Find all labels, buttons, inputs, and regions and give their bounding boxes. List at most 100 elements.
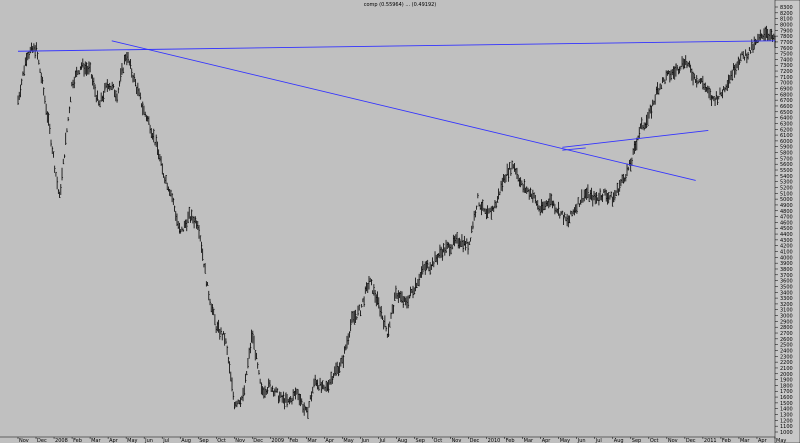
- chart-title: comp (0.55964) ... (0.49192): [364, 2, 437, 8]
- y-tick-label: 5200: [780, 185, 793, 191]
- x-tick-label: Apr: [325, 438, 335, 443]
- y-tick-label: 2500: [780, 343, 793, 349]
- y-tick-label: 5600: [780, 162, 793, 168]
- trendline: [17, 40, 776, 52]
- x-tick-label: Apr: [758, 438, 768, 443]
- y-tick-label: 1100: [780, 424, 793, 430]
- y-tick-label: 8100: [780, 17, 793, 23]
- x-tick-label: Nov: [452, 438, 462, 443]
- y-tick-label: 1000: [780, 430, 793, 436]
- y-tick-label: 2200: [780, 360, 793, 366]
- trendline: [111, 40, 696, 181]
- x-tick-label: Jun: [144, 438, 153, 443]
- y-tick-label: 3700: [780, 273, 793, 279]
- x-tick-label: Sep: [632, 438, 641, 443]
- y-tick-label: 7900: [780, 28, 793, 34]
- y-tick-label: 1200: [780, 418, 793, 424]
- y-tick-label: 4100: [780, 250, 793, 256]
- y-tick-label: 7200: [780, 69, 793, 75]
- y-tick-label: 3800: [780, 267, 793, 273]
- y-tick-label: 4600: [780, 220, 793, 226]
- y-tick-label: 3000: [780, 314, 793, 320]
- x-tick-label: Mar: [307, 438, 317, 443]
- y-tick-label: 1400: [780, 407, 793, 413]
- y-tick-label: 2900: [780, 319, 793, 325]
- y-tick-label: 6300: [780, 121, 793, 127]
- x-tick-label: Jul: [162, 438, 169, 443]
- y-tick-label: 3900: [780, 261, 793, 267]
- x-tick-label: Oct: [650, 438, 659, 443]
- x-tick-label: Nov: [235, 438, 245, 443]
- x-tick-label: Dec: [686, 438, 696, 443]
- x-tick-label: Jul: [595, 438, 602, 443]
- x-tick-label: May: [343, 438, 353, 443]
- x-tick-label: Dec: [470, 438, 480, 443]
- y-tick-label: 7400: [780, 57, 793, 63]
- x-tick-label: May: [776, 438, 786, 443]
- y-tick-label: 7700: [780, 40, 793, 46]
- y-tick-label: 6600: [780, 104, 793, 110]
- y-tick-label: 6000: [780, 139, 793, 145]
- y-tick-label: 2000: [780, 372, 793, 378]
- x-tick-label: Nov: [668, 438, 678, 443]
- y-tick-label: 4300: [780, 238, 793, 244]
- y-tick-label: 6100: [780, 133, 793, 139]
- x-tick-label: Feb: [289, 438, 298, 443]
- x-tick-label: Jul: [378, 438, 385, 443]
- y-tick-label: 7300: [780, 63, 793, 69]
- trendline: [562, 147, 586, 151]
- y-tick-label: 5300: [780, 180, 793, 186]
- y-tick-label: 8300: [780, 5, 793, 11]
- trendlines: [17, 40, 776, 181]
- x-tick-label: Dec: [253, 438, 263, 443]
- y-tick-label: 1300: [780, 413, 793, 419]
- y-tick-label: 7800: [780, 34, 793, 40]
- y-tick-label: 3100: [780, 308, 793, 314]
- x-tick-label: 2011: [704, 438, 717, 443]
- y-tick-label: 2700: [780, 331, 793, 337]
- y-tick-label: 5000: [780, 197, 793, 203]
- y-tick-label: 4000: [780, 255, 793, 261]
- x-tick-label: May: [560, 438, 570, 443]
- y-tick-label: 6500: [780, 110, 793, 116]
- x-tick-label: Aug: [181, 438, 191, 443]
- time-axis: Nov Dec 2008 Feb Mar Apr May Jun Jul Aug Sep Oct Nov…: [0, 436, 786, 443]
- y-tick-label: 6700: [780, 98, 793, 104]
- y-tick-label: 2600: [780, 337, 793, 343]
- y-tick-label: 3400: [780, 290, 793, 296]
- price-axis: 1000110012001300140015001600170018001900…: [775, 5, 793, 436]
- y-tick-label: 5100: [780, 191, 793, 197]
- y-tick-label: 5700: [780, 156, 793, 162]
- y-tick-label: 5800: [780, 151, 793, 157]
- y-tick-label: 2300: [780, 354, 793, 360]
- y-tick-label: 3500: [780, 284, 793, 290]
- y-tick-label: 7100: [780, 75, 793, 81]
- y-tick-label: 5500: [780, 168, 793, 174]
- x-tick-label: Oct: [217, 438, 226, 443]
- y-tick-label: 1800: [780, 383, 793, 389]
- x-tick-label: Feb: [722, 438, 731, 443]
- x-tick-label: Mar: [91, 438, 101, 443]
- x-tick-label: Dec: [37, 438, 47, 443]
- price-bars: [17, 25, 776, 419]
- trendline: [562, 129, 709, 148]
- x-tick-label: 2008: [55, 438, 68, 443]
- y-tick-label: 5900: [780, 145, 793, 151]
- x-tick-label: Mar: [740, 438, 750, 443]
- y-tick-label: 1700: [780, 389, 793, 395]
- y-tick-label: 8200: [780, 11, 793, 17]
- y-tick-label: 4700: [780, 215, 793, 221]
- y-tick-label: 7000: [780, 81, 793, 87]
- x-tick-label: Jun: [577, 438, 586, 443]
- y-tick-label: 2100: [780, 366, 793, 372]
- x-tick-label: 2010: [488, 438, 501, 443]
- price-axis-panel: [774, 0, 800, 443]
- y-tick-label: 3200: [780, 302, 793, 308]
- x-tick-label: Feb: [506, 438, 515, 443]
- x-tick-label: Apr: [542, 438, 552, 443]
- y-tick-label: 4400: [780, 232, 793, 238]
- x-tick-label: Aug: [614, 438, 624, 443]
